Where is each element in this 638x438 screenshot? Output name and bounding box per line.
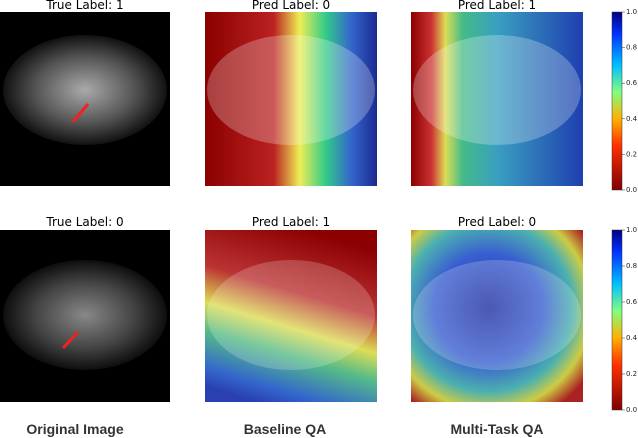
colorbar-tick-label: 0.4 [626,115,638,123]
colorbar-tick-label: 0.0 [626,186,637,194]
colorbar-tick-label: 0.0 [626,406,637,414]
colorbar [611,11,623,191]
colorbar-tick-label: 0.6 [626,298,638,306]
colorbar-ticks: 1.0 0.8 0.6 0.4 0.2 0.0 1.0 0.8 0.6 0.4 0.2 0.0 [622,8,638,414]
panel-title: Pred Label: 0 [458,215,536,229]
column-label: Baseline QA [244,421,326,437]
colorbar-tick-label: 0.8 [626,44,637,52]
colorbar [611,229,623,411]
colorbar-tick-label: 0.2 [626,150,637,158]
column-label: Original Image [26,421,123,437]
heatmap [411,12,583,186]
colorbar-tick-label: 0.6 [626,79,638,87]
panel-title: True Label: 0 [45,215,123,229]
heatmap [205,230,377,402]
mri-overlay [207,35,375,145]
panel-title: Pred Label: 1 [252,215,330,229]
column-label: Multi-Task QA [450,421,543,437]
arrow [71,103,90,123]
colorbar-tick-label: 1.0 [626,8,637,16]
colorbar-tick-label: 0.2 [626,370,637,378]
mri-body [3,35,167,145]
mri-overlay [413,260,581,370]
mri-overlay [413,35,581,145]
colorbar-tick-label: 1.0 [626,226,637,234]
colorbar-tick-label: 0.8 [626,262,637,270]
arrow [61,330,80,350]
colorbar-tick-label: 0.4 [626,334,638,342]
heatmap [411,230,583,402]
mri-overlay [207,260,375,370]
mri-body [3,260,167,370]
panel-title: Pred Label: 0 [252,0,330,12]
panel-title: True Label: 1 [45,0,123,12]
heatmap [205,12,377,186]
panel-title: Pred Label: 1 [458,0,536,12]
